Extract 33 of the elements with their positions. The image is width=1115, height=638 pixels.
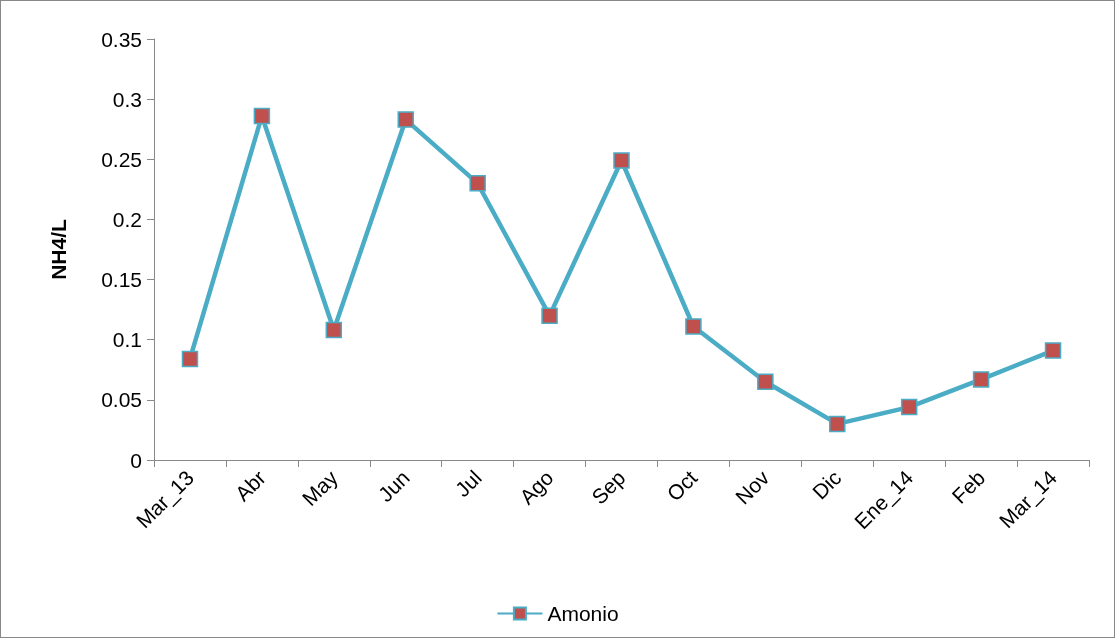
y-tick-label: 0 <box>130 448 142 472</box>
point <box>829 415 846 433</box>
point <box>685 318 702 335</box>
point <box>397 111 414 128</box>
x-tick-label: Jun <box>373 465 414 507</box>
x-tick-label: Ago <box>515 465 558 509</box>
x-tick-label: Sep <box>586 465 630 509</box>
x-tick-label: Feb <box>947 465 990 508</box>
point <box>900 398 918 416</box>
y-tick-label: 0.15 <box>101 268 142 292</box>
x-tick-label: Abr <box>230 465 271 506</box>
x-tick-label: Oct <box>662 465 702 506</box>
x-tick-label: Jul <box>450 465 486 502</box>
point <box>253 107 271 125</box>
y-tick-label: 0.1 <box>112 328 142 352</box>
y-tick-label: 0.05 <box>101 388 142 412</box>
x-tick-label: May <box>297 465 343 511</box>
legend-label: Amonio <box>547 602 619 625</box>
y-tick-label: 0.25 <box>101 147 142 171</box>
y-tick-label: 0.35 <box>101 27 142 51</box>
point <box>325 321 343 339</box>
y-tick-label: 0.3 <box>112 87 142 111</box>
y-axis-title: NH4/L <box>47 219 70 280</box>
point <box>757 373 774 391</box>
point <box>469 175 486 192</box>
x-tick-label: Nov <box>730 465 774 509</box>
point <box>181 350 199 368</box>
point <box>1044 342 1062 359</box>
y-tick-label: 0.2 <box>112 207 142 231</box>
point <box>972 371 990 388</box>
x-tick-label: Dic <box>807 465 846 504</box>
point <box>613 152 630 169</box>
point <box>541 307 558 324</box>
